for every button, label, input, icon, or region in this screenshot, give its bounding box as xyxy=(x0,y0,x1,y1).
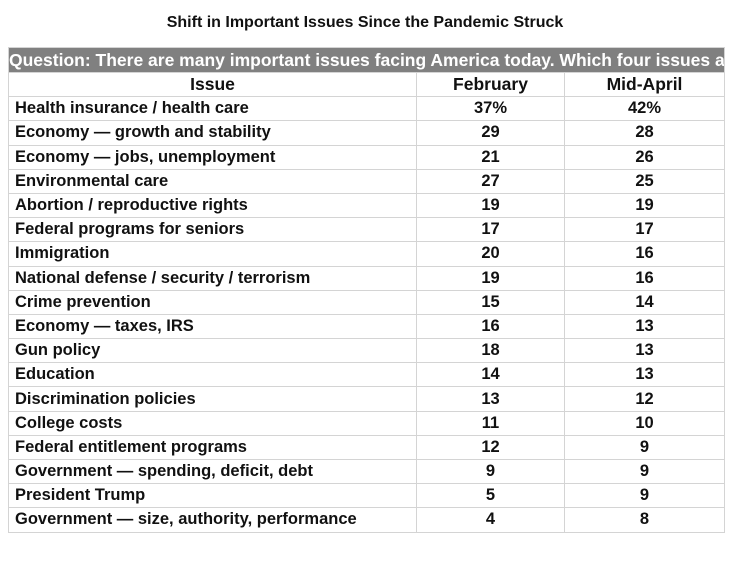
issue-label: Abortion / reproductive rights xyxy=(8,192,417,219)
question-text: Question: There are many important issue… xyxy=(7,47,726,73)
issue-label: Environmental care xyxy=(8,168,417,194)
mid-april-value: 25 xyxy=(563,168,726,194)
issue-label: Government — spending, deficit, debt xyxy=(8,458,417,485)
table-row: Federal entitlement programs 12 9 xyxy=(8,434,726,461)
table-row: National defense / security / terrorism 1… xyxy=(8,265,726,291)
february-value: 21 xyxy=(416,144,565,170)
mid-april-value: 9 xyxy=(563,434,726,461)
issue-label: Immigration xyxy=(8,241,417,267)
february-value: 13 xyxy=(416,386,565,412)
mid-april-value: 16 xyxy=(563,265,726,291)
february-value: 5 xyxy=(416,483,565,509)
mid-april-value: 17 xyxy=(563,217,726,243)
table-row: Federal programs for seniors 17 17 xyxy=(8,217,726,243)
table-row: Economy — taxes, IRS 16 13 xyxy=(8,313,726,340)
issue-label: Gun policy xyxy=(8,338,417,364)
column-header-mid-april: Mid-April xyxy=(563,71,726,98)
question-row: Question: There are many important issue… xyxy=(7,47,726,73)
table-row: Government — spending, deficit, debt 9 9 xyxy=(8,458,726,485)
table-row: College costs 11 10 xyxy=(8,410,726,436)
february-value: 19 xyxy=(416,192,565,219)
table-row: Economy — jobs, unemployment 21 26 xyxy=(8,144,726,170)
mid-april-value: 8 xyxy=(563,507,726,533)
table-row: Economy — growth and stability 29 28 xyxy=(8,120,726,146)
issue-label: Crime prevention xyxy=(8,289,417,315)
mid-april-value: 28 xyxy=(563,120,726,146)
issue-label: Economy — growth and stability xyxy=(8,120,417,146)
mid-april-value: 13 xyxy=(563,362,726,388)
mid-april-value: 12 xyxy=(563,386,726,412)
issue-label: College costs xyxy=(8,410,417,436)
issue-label: Government — size, authority, performanc… xyxy=(8,507,417,533)
mid-april-value: 14 xyxy=(563,289,726,315)
issue-label: Education xyxy=(8,362,417,388)
column-header-february: February xyxy=(416,71,565,98)
table-row: Environmental care 27 25 xyxy=(8,168,726,194)
mid-april-value: 42% xyxy=(563,96,726,122)
february-value: 15 xyxy=(416,289,565,315)
table-row: Education 14 13 xyxy=(8,362,726,388)
february-value: 27 xyxy=(416,168,565,194)
table-row: Government — size, authority, performanc… xyxy=(8,507,726,533)
february-value: 12 xyxy=(416,434,565,461)
column-header-row: Issue February Mid-April xyxy=(8,71,726,98)
february-value: 18 xyxy=(416,338,565,364)
february-value: 19 xyxy=(416,265,565,291)
table-row: Discrimination policies 13 12 xyxy=(8,386,726,412)
mid-april-value: 13 xyxy=(563,313,726,340)
february-value: 37% xyxy=(416,96,565,122)
issue-label: National defense / security / terrorism xyxy=(8,265,417,291)
issue-label: Discrimination policies xyxy=(8,386,417,412)
issue-label: President Trump xyxy=(8,483,417,509)
february-value: 29 xyxy=(416,120,565,146)
table-row: Crime prevention 15 14 xyxy=(8,289,726,315)
chart-title: Shift in Important Issues Since the Pand… xyxy=(166,14,564,31)
issue-label: Federal programs for seniors xyxy=(8,217,417,243)
february-value: 11 xyxy=(416,410,565,436)
february-value: 4 xyxy=(416,507,565,533)
mid-april-value: 16 xyxy=(563,241,726,267)
mid-april-value: 9 xyxy=(563,458,726,485)
issue-label: Health insurance / health care xyxy=(8,96,417,122)
column-header-issue: Issue xyxy=(8,71,417,98)
table-row: President Trump 5 9 xyxy=(8,483,726,509)
mid-april-value: 19 xyxy=(563,192,726,219)
mid-april-value: 26 xyxy=(563,144,726,170)
mid-april-value: 13 xyxy=(563,338,726,364)
table-row: Abortion / reproductive rights 19 19 xyxy=(8,192,726,219)
mid-april-value: 10 xyxy=(563,410,726,436)
table-row: Gun policy 18 13 xyxy=(8,338,726,364)
issue-label: Economy — jobs, unemployment xyxy=(8,144,417,170)
february-value: 16 xyxy=(416,313,565,340)
february-value: 17 xyxy=(416,217,565,243)
february-value: 9 xyxy=(416,458,565,485)
mid-april-value: 9 xyxy=(563,483,726,509)
issue-label: Economy — taxes, IRS xyxy=(8,313,417,340)
february-value: 20 xyxy=(416,241,565,267)
table-row: Immigration 20 16 xyxy=(8,241,726,267)
table-body: Health insurance / health care 37% 42% Econ… xyxy=(8,96,726,533)
table-row: Health insurance / health care 37% 42% xyxy=(8,96,726,122)
february-value: 14 xyxy=(416,362,565,388)
issues-table: Question: There are many important issue… xyxy=(7,47,726,533)
issue-label: Federal entitlement programs xyxy=(8,434,417,461)
